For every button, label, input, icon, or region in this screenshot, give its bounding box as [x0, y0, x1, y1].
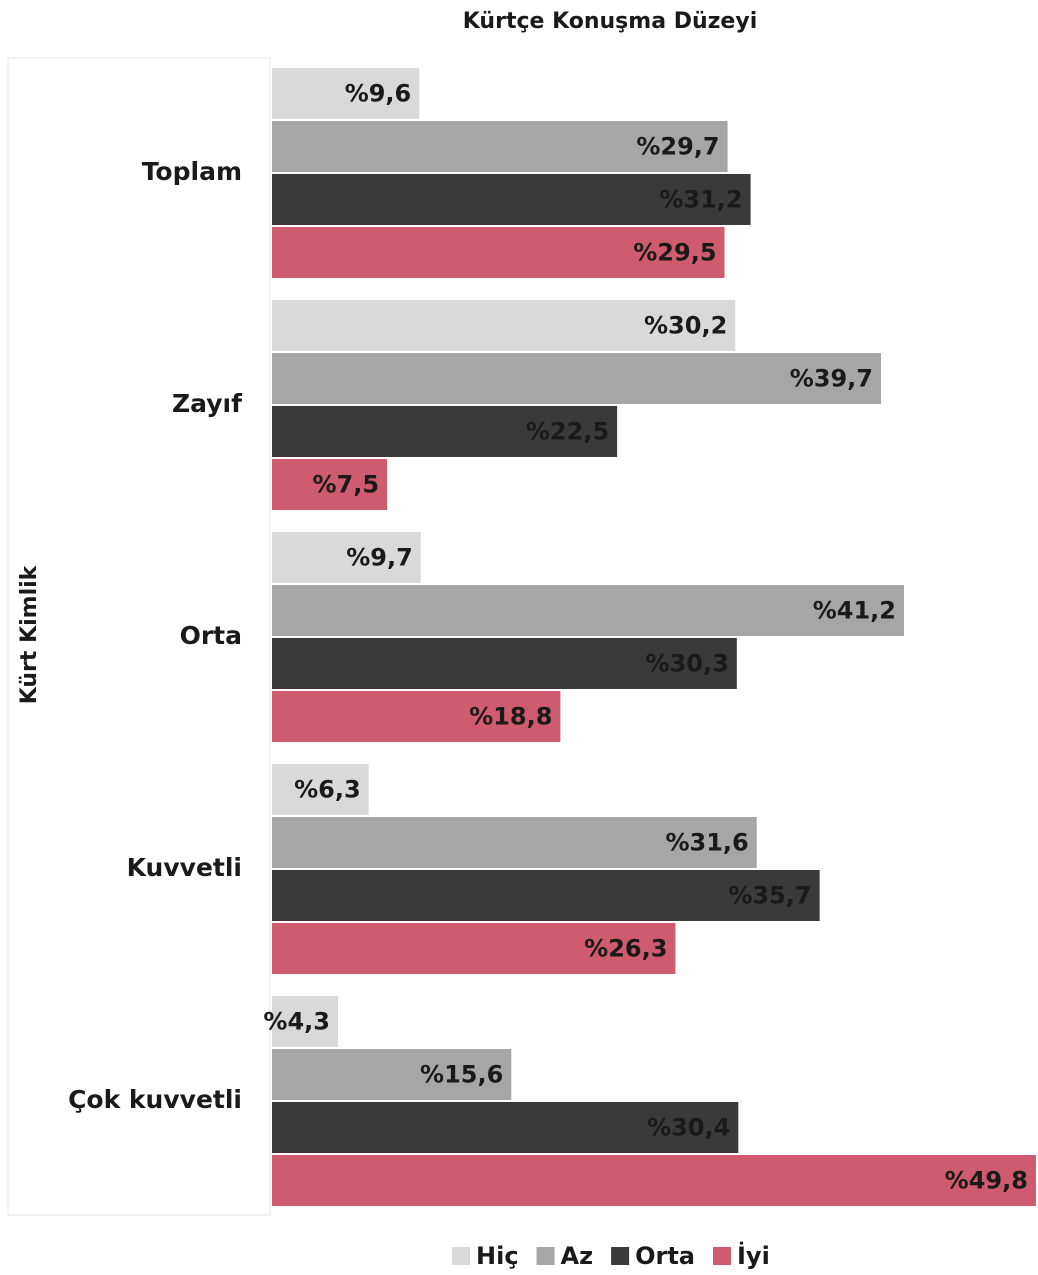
category-label: Toplam	[142, 157, 242, 186]
category-label: Orta	[180, 621, 242, 650]
data-label: %30,3	[646, 650, 729, 678]
data-label: %31,2	[659, 186, 742, 214]
bar	[272, 1049, 512, 1100]
data-label: %22,5	[526, 418, 609, 446]
legend-swatch	[536, 1247, 555, 1265]
data-label: %49,8	[945, 1167, 1028, 1195]
legend-swatch	[452, 1247, 470, 1265]
data-label: %15,6	[420, 1061, 503, 1089]
data-label: %29,7	[636, 133, 719, 161]
y-axis-title: Kürt Kimlik	[17, 564, 42, 704]
data-label: %30,4	[647, 1114, 730, 1142]
bar	[272, 532, 421, 583]
bar	[272, 923, 676, 974]
legend-label: İyi	[737, 1241, 770, 1270]
bar	[272, 121, 728, 172]
data-label: %39,7	[790, 365, 873, 393]
legend-label: Hiç	[476, 1242, 519, 1270]
data-label: %9,6	[345, 80, 412, 108]
legend-swatch	[713, 1247, 731, 1265]
data-label: %6,3	[294, 776, 361, 804]
bar	[272, 174, 751, 225]
category-label: Çok kuvvetli	[68, 1085, 242, 1114]
data-label: %18,8	[469, 703, 552, 731]
bar	[272, 585, 905, 636]
data-label: %7,5	[312, 471, 379, 499]
bar	[272, 68, 420, 119]
bar	[272, 227, 725, 278]
category-label: Kuvvetli	[127, 853, 242, 882]
data-label: %29,5	[633, 239, 716, 267]
bar	[272, 1155, 1036, 1206]
bar	[272, 638, 737, 689]
bar	[272, 459, 388, 510]
data-label: %30,2	[644, 312, 727, 340]
label-panel	[7, 57, 271, 1216]
bar	[272, 691, 561, 742]
data-label: %26,3	[584, 935, 667, 963]
data-label: %31,6	[665, 829, 748, 857]
bar	[272, 817, 757, 868]
chart-title: Kürtçe Konuşma Düzeyi	[463, 9, 757, 34]
category-label: Zayıf	[172, 389, 243, 418]
bar	[272, 870, 820, 921]
bar	[272, 996, 338, 1047]
bar	[272, 300, 736, 351]
bar	[272, 764, 369, 815]
bar	[272, 406, 618, 457]
bar	[272, 353, 881, 404]
legend-label: Az	[561, 1242, 594, 1270]
bar	[272, 1102, 739, 1153]
data-label: %4,3	[263, 1008, 330, 1036]
data-label: %41,2	[813, 597, 896, 625]
data-label: %35,7	[728, 882, 811, 910]
data-label: %9,7	[346, 544, 413, 572]
legend-swatch	[611, 1247, 630, 1265]
legend-label: Orta	[635, 1242, 695, 1270]
